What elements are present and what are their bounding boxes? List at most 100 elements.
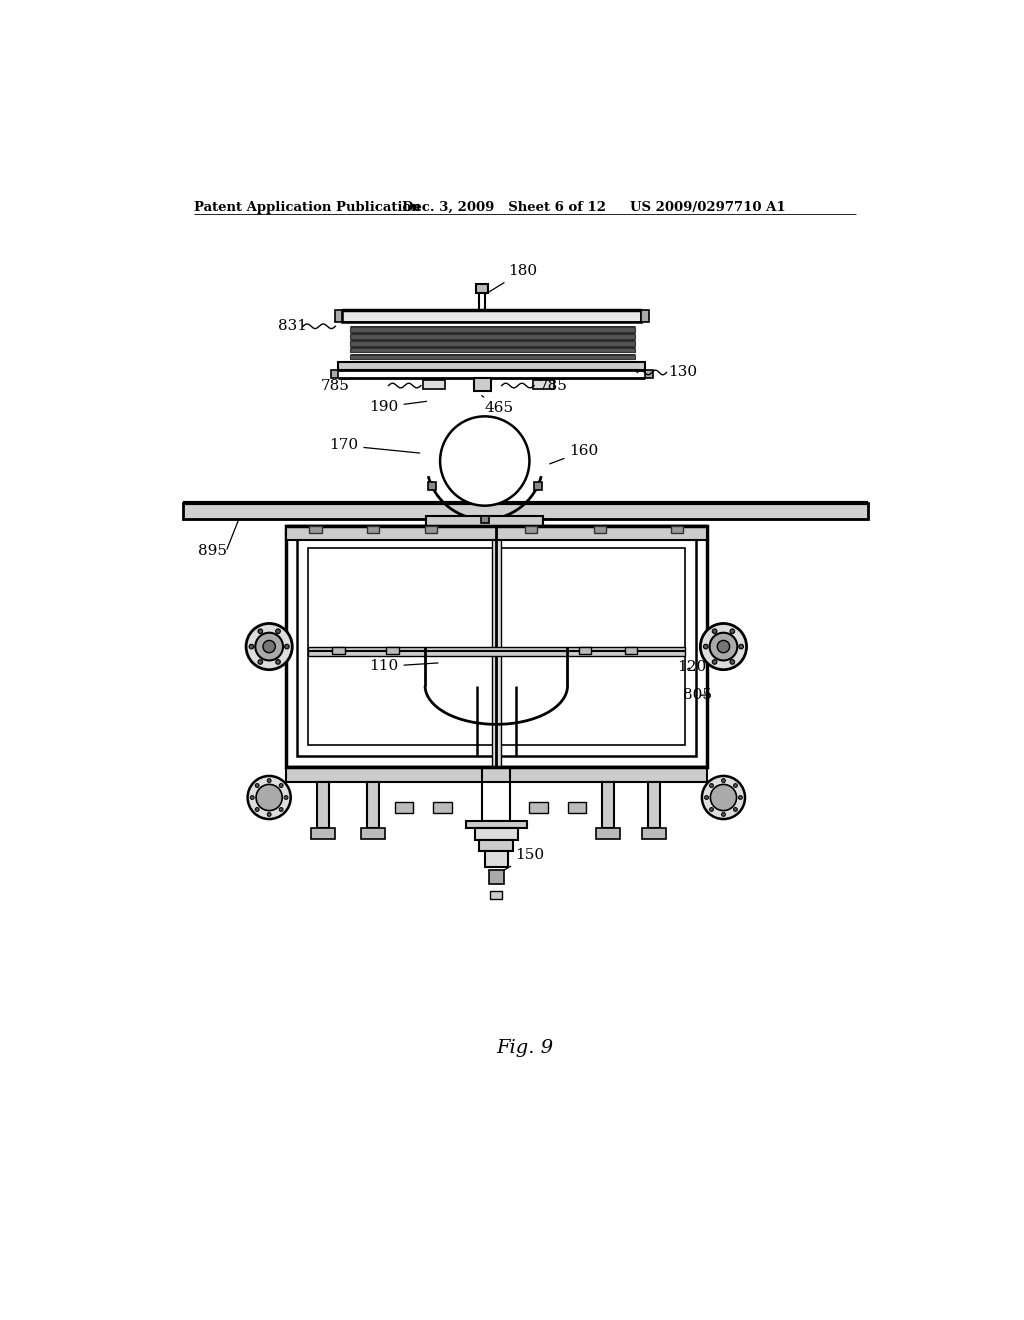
Circle shape	[717, 640, 730, 653]
Bar	[350, 355, 635, 359]
Bar	[490, 891, 503, 899]
Text: 785: 785	[321, 379, 349, 392]
Bar	[367, 781, 379, 829]
Bar	[423, 380, 444, 389]
Circle shape	[705, 796, 709, 800]
Bar	[309, 527, 322, 533]
Bar	[484, 851, 508, 867]
Bar	[394, 803, 413, 813]
Circle shape	[280, 808, 283, 812]
Bar	[350, 334, 635, 339]
Bar	[339, 363, 645, 370]
Bar	[183, 503, 868, 519]
Bar	[333, 647, 345, 653]
Circle shape	[246, 623, 292, 669]
Bar	[342, 310, 641, 322]
Circle shape	[256, 784, 283, 810]
Text: 805: 805	[683, 689, 713, 702]
Circle shape	[440, 416, 529, 506]
Bar	[625, 647, 637, 653]
Bar	[596, 829, 621, 840]
Text: 190: 190	[370, 400, 427, 414]
Bar	[466, 821, 527, 829]
Bar	[367, 527, 379, 533]
Bar	[534, 482, 542, 490]
Circle shape	[258, 628, 262, 634]
Bar	[602, 781, 614, 829]
Bar	[350, 327, 635, 331]
Circle shape	[255, 632, 283, 660]
Circle shape	[248, 776, 291, 818]
Bar	[350, 348, 635, 352]
Circle shape	[267, 813, 271, 816]
Bar	[532, 380, 554, 389]
Circle shape	[722, 779, 725, 783]
Text: 785: 785	[539, 379, 567, 392]
Bar	[645, 370, 652, 378]
Circle shape	[250, 796, 254, 800]
Text: 831: 831	[279, 319, 307, 333]
Bar	[286, 527, 707, 767]
Bar	[579, 647, 591, 653]
Bar	[297, 537, 695, 756]
Bar	[310, 829, 336, 840]
Bar	[331, 370, 339, 378]
Circle shape	[700, 623, 746, 669]
Circle shape	[255, 784, 259, 788]
Bar	[529, 803, 548, 813]
Bar	[425, 527, 437, 533]
Circle shape	[701, 776, 745, 818]
Text: 170: 170	[330, 438, 420, 453]
Bar	[428, 482, 435, 490]
Bar	[316, 781, 330, 829]
Text: 465: 465	[481, 396, 514, 416]
Circle shape	[710, 632, 737, 660]
Circle shape	[285, 796, 288, 800]
Text: Dec. 3, 2009   Sheet 6 of 12: Dec. 3, 2009 Sheet 6 of 12	[401, 201, 605, 214]
Circle shape	[730, 660, 734, 664]
Bar	[426, 516, 544, 525]
Bar	[335, 310, 342, 322]
Bar	[350, 341, 635, 346]
Bar	[307, 647, 685, 656]
Bar	[492, 527, 501, 767]
Bar	[286, 527, 707, 540]
Bar	[360, 829, 385, 840]
Circle shape	[703, 644, 708, 649]
Circle shape	[711, 784, 736, 810]
Circle shape	[730, 628, 734, 634]
Text: US 2009/0297710 A1: US 2009/0297710 A1	[630, 201, 785, 214]
Bar	[479, 840, 513, 851]
Circle shape	[739, 644, 743, 649]
Bar	[386, 647, 398, 653]
Bar	[648, 781, 660, 829]
Text: 895: 895	[199, 544, 227, 558]
Circle shape	[733, 808, 737, 812]
Bar	[671, 527, 683, 533]
Bar	[286, 767, 707, 781]
Circle shape	[722, 813, 725, 816]
Circle shape	[713, 660, 717, 664]
Circle shape	[285, 644, 289, 649]
Text: 120: 120	[677, 660, 707, 673]
Circle shape	[275, 628, 281, 634]
Bar	[481, 516, 488, 524]
Bar	[307, 548, 685, 744]
Circle shape	[255, 808, 259, 812]
Bar	[524, 527, 538, 533]
Circle shape	[713, 628, 717, 634]
Text: 130: 130	[668, 366, 697, 379]
Bar	[475, 829, 518, 840]
Bar	[475, 284, 487, 293]
Text: Patent Application Publication: Patent Application Publication	[194, 201, 421, 214]
Text: 180: 180	[485, 264, 537, 294]
Circle shape	[258, 660, 262, 664]
Text: 150: 150	[499, 849, 545, 873]
Circle shape	[280, 784, 283, 788]
Circle shape	[733, 784, 737, 788]
Bar	[641, 310, 649, 322]
Bar	[488, 870, 504, 884]
Text: 160: 160	[550, 444, 599, 463]
Bar	[568, 803, 587, 813]
Circle shape	[738, 796, 742, 800]
